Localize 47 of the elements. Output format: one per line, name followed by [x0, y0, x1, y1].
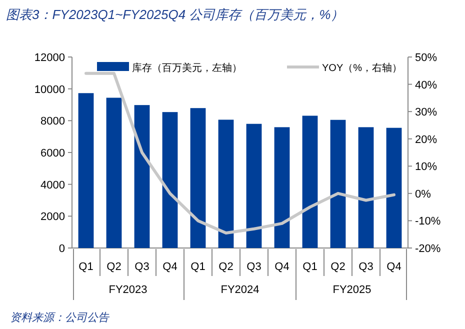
- bar: [274, 127, 290, 248]
- legend-label: 库存（百万美元，左轴）: [132, 62, 242, 74]
- x-tick-label: Q3: [134, 261, 150, 273]
- y2-tick-label: 20%: [415, 134, 438, 146]
- y-tick-label: 2000: [40, 211, 65, 224]
- text: 资料来源：公司公告: [10, 311, 110, 324]
- x-tick-label: Q4: [386, 261, 402, 273]
- x-tick-label: Q1: [302, 261, 318, 273]
- x-tick-label: Q4: [274, 261, 290, 273]
- bar: [190, 108, 206, 248]
- y-tick-label: 10000: [34, 84, 65, 96]
- y2-tick-label: 30%: [415, 106, 438, 119]
- y2-tick-label: 40%: [415, 79, 438, 92]
- y-tick-label: 4000: [40, 179, 65, 192]
- bar: [246, 124, 262, 248]
- y2-tick-label: 10%: [415, 161, 438, 174]
- y-tick-label: 8000: [40, 116, 65, 128]
- y2-tick-label: 0%: [415, 188, 432, 200]
- chart-title: 图表3：FY2023Q1~FY2025Q4 公司库存（百万美元，%）: [6, 7, 344, 22]
- y2-tick-label: -20%: [415, 243, 441, 255]
- y-tick-label: 6000: [40, 148, 65, 160]
- x-tick-label: Q2: [218, 261, 234, 273]
- bar: [330, 120, 346, 248]
- x-tick-label: Q3: [358, 261, 374, 273]
- text: FY2024: [220, 284, 260, 296]
- bar: [302, 116, 318, 248]
- line-series: [84, 72, 396, 234]
- x-tick-label: Q4: [162, 261, 178, 273]
- bar: [134, 105, 150, 248]
- bar: [106, 98, 122, 248]
- text: FY2023: [108, 284, 148, 296]
- y2-tick-label: -10%: [415, 216, 441, 228]
- bar: [358, 127, 374, 248]
- x-tick-label: Q1: [190, 261, 206, 273]
- bar: [162, 112, 178, 248]
- bar: [386, 128, 402, 248]
- y2-tick-label: 50%: [415, 52, 438, 64]
- y-tick-label: 12000: [34, 52, 65, 64]
- x-tick-label: Q2: [106, 261, 122, 273]
- x-tick-label: Q2: [330, 261, 346, 273]
- legend-label: YOY（%，右轴）: [322, 62, 402, 74]
- bar: [218, 120, 234, 248]
- y-tick-label: 0: [58, 243, 65, 255]
- bar: [78, 93, 94, 248]
- text: FY2025: [332, 284, 372, 296]
- x-tick-label: Q1: [78, 261, 94, 273]
- x-tick-label: Q3: [246, 261, 262, 273]
